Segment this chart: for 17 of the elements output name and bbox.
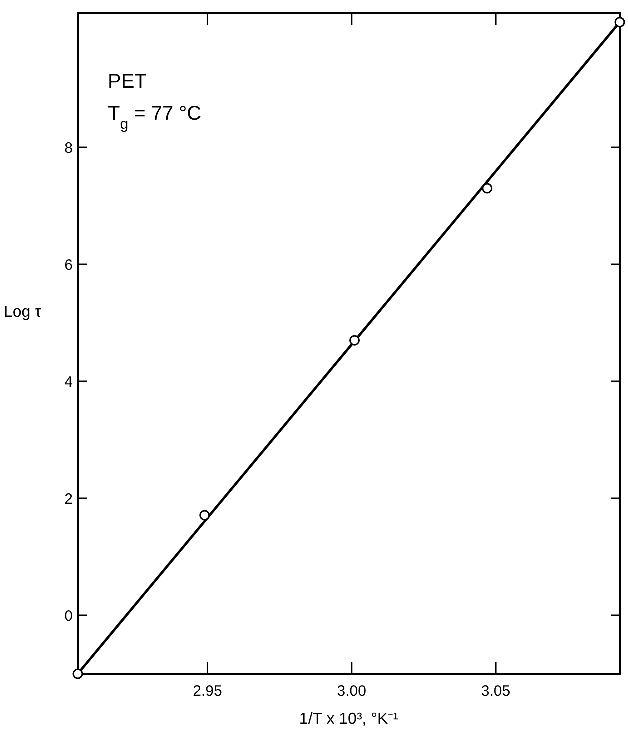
y-tick-label: 6 — [64, 256, 73, 274]
point — [482, 183, 493, 194]
x-tick-label: 3.00 — [337, 683, 366, 700]
annotation: PET — [108, 71, 147, 93]
x-tick-label: 3.05 — [481, 683, 511, 700]
point — [350, 335, 360, 346]
x-tick-label: 2.95 — [193, 683, 222, 700]
y-tick-label: 4 — [64, 374, 73, 391]
y-tick-label: 8 — [64, 140, 73, 157]
annotation: T$_{g}$ = 77 °C — [108, 103, 202, 132]
point — [72, 668, 84, 680]
point — [614, 17, 626, 28]
point — [200, 510, 210, 521]
y-tick-label: 2 — [64, 490, 73, 508]
x-axis-title: 1/T x 10³, °K⁻¹ — [299, 711, 399, 728]
y-tick-label: 0 — [64, 608, 73, 625]
y-axis-title: Log τ — [4, 304, 42, 322]
